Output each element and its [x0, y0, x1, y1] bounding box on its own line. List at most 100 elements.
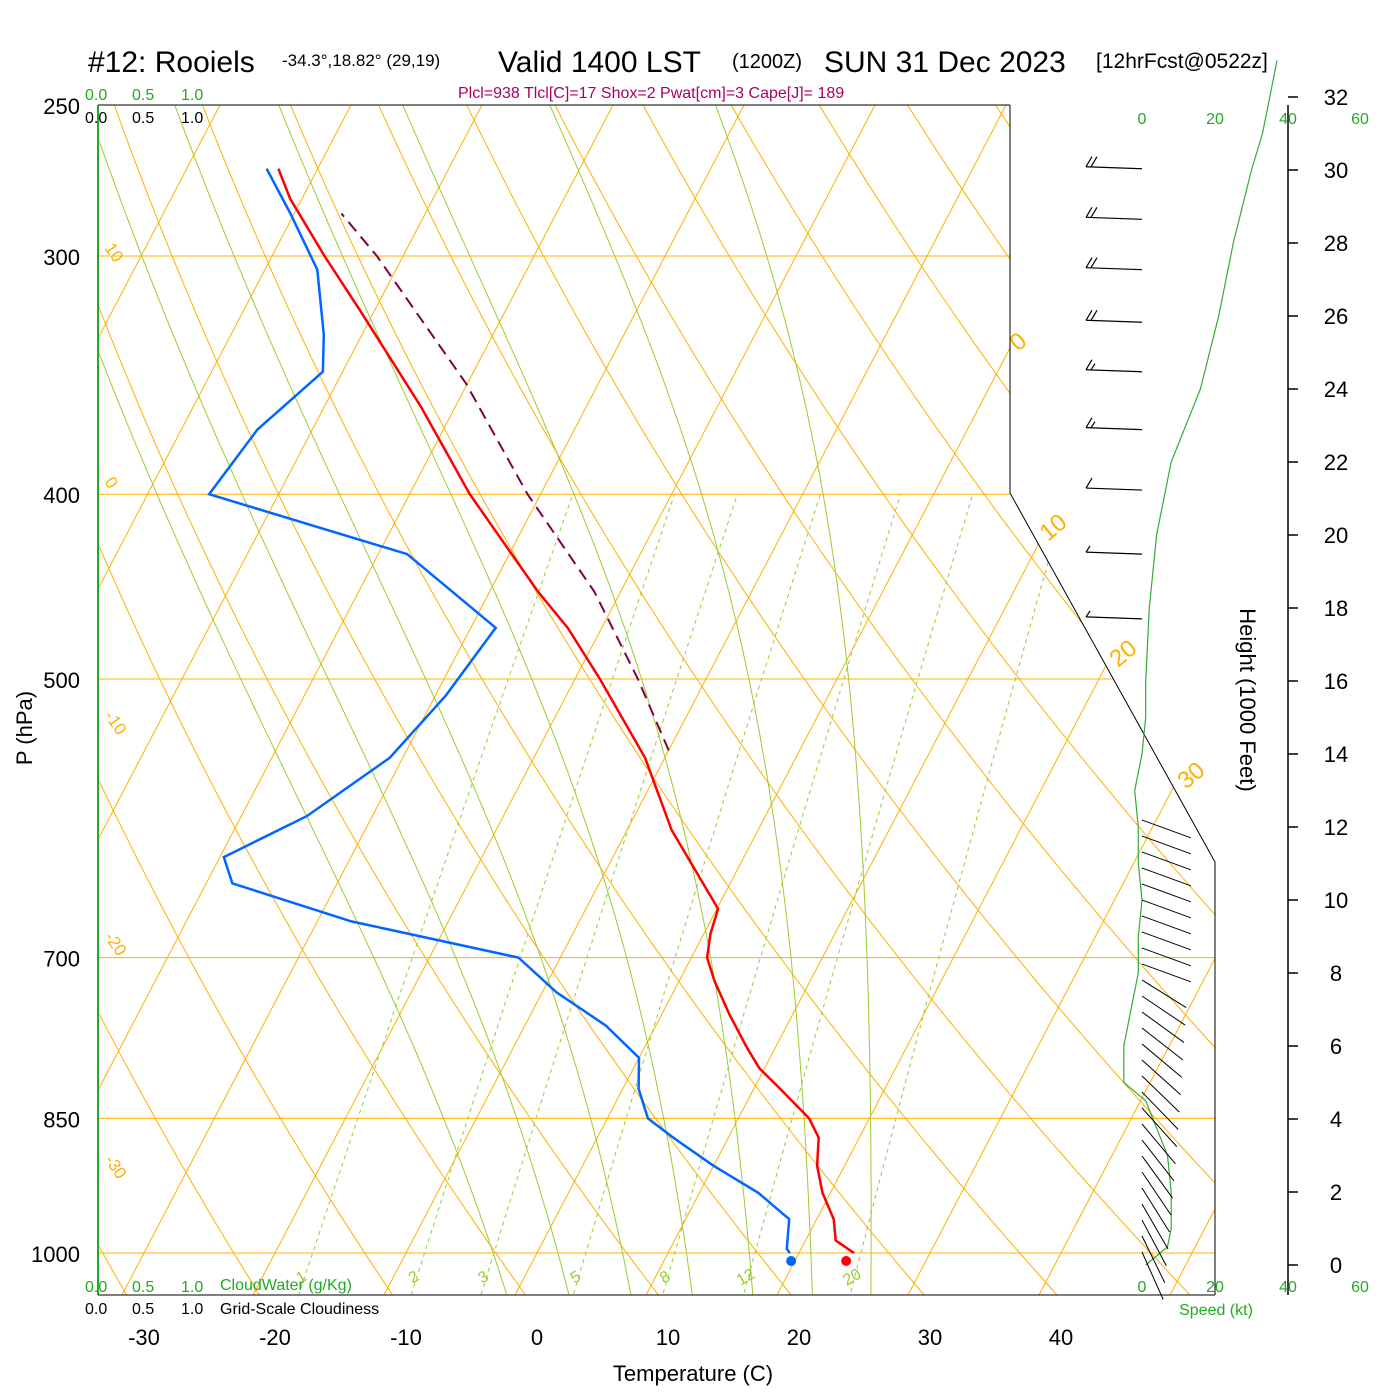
x-tick-label: -20: [259, 1325, 291, 1350]
height-tick-label: 22: [1324, 450, 1348, 475]
isotherm-line: [98, 105, 239, 1295]
y-tick-label: 1000: [31, 1242, 80, 1267]
valid-time: Valid 1400 LST: [498, 46, 701, 79]
cloud-water-scale-top: 0.0 0.5 1.0: [85, 87, 203, 104]
dry-adiabat-line: [276, 105, 1215, 1295]
x-tick-label: 10: [656, 1325, 680, 1350]
height-tick-label: 14: [1324, 742, 1348, 767]
height-tick-label: 30: [1324, 158, 1348, 183]
dry-adiabat-label: -30: [101, 1151, 131, 1182]
wind-barb-staff: [1141, 1027, 1184, 1061]
isotherm-line: [98, 105, 632, 1295]
cloudiness-tick: 0.0: [85, 1301, 107, 1318]
cloud-water-tick: 0.5: [132, 87, 154, 104]
dry-adiabat-label: 0: [101, 473, 122, 492]
thermo-background: [98, 105, 1215, 1295]
mixing-ratio-line: [240, 494, 574, 1295]
wind-barb-staff: [1141, 1235, 1166, 1283]
dry-adiabat-line: [885, 105, 1215, 1295]
mixing-ratio-label: 2: [406, 1268, 422, 1287]
height-tick-label: 0: [1330, 1253, 1342, 1278]
speed-tick: 60: [1351, 111, 1369, 128]
dry-adiabat-line: [98, 105, 517, 1295]
speed-scale-top: 0 20 40 60: [1138, 111, 1369, 128]
height-tick-label: 20: [1324, 523, 1348, 548]
wind-barb-feather: [1090, 363, 1096, 371]
speed-tick: 20: [1206, 111, 1224, 128]
temperature-profile-line: [277, 168, 855, 1255]
isotherm-line: [816, 105, 1215, 1295]
height-tick-label: 28: [1324, 231, 1348, 256]
height-tick-label: 16: [1324, 669, 1348, 694]
wind-barb-feather: [1085, 156, 1093, 168]
parcel-trace-line: [340, 212, 670, 751]
speed-axis-label: Speed (kt): [1179, 1302, 1253, 1319]
frame-right: [1009, 105, 1216, 1295]
height-tick-label: 2: [1330, 1180, 1342, 1205]
cloud-water-tick: 0.0: [85, 87, 107, 104]
dry-adiabat-line: [98, 105, 800, 1295]
dry-adiabat-label: 0: [1005, 327, 1033, 356]
height-tick-label: 10: [1324, 888, 1348, 913]
dewpoint-profile-line: [207, 168, 791, 1254]
y-tick-label: 300: [43, 245, 80, 270]
height-tick-label: 4: [1330, 1107, 1342, 1132]
height-axis-title: Height (1000 Feet): [1235, 608, 1260, 791]
height-tick-label: 26: [1324, 304, 1348, 329]
wind-barb-staff: [1085, 551, 1143, 555]
dry-adiabat-line: [798, 105, 1215, 1295]
isotherm-line: [1078, 105, 1215, 1295]
speed-tick: 0: [1138, 1279, 1147, 1296]
isotherm-line: [292, 105, 1025, 1295]
wind-barb-staff: [1141, 835, 1192, 855]
dry-adiabat-label: 10: [1035, 509, 1073, 547]
wind-barb-staff: [1141, 1059, 1181, 1096]
wind-barb-staff: [1141, 1171, 1172, 1216]
moist-adiabat-line: [161, 105, 660, 1295]
wind-barb-staff: [1141, 931, 1192, 951]
wind-barb-staff: [1085, 319, 1143, 323]
x-tick-label: -30: [128, 1325, 160, 1350]
speed-scale-bottom: 0 20 40 60 Speed (kt): [1138, 1279, 1369, 1319]
dry-adiabat-line: [363, 105, 1215, 1295]
wind-barb-staff: [1141, 1139, 1175, 1182]
dry-adiabat-line: [450, 105, 1215, 1295]
wind-barb-staff: [1141, 1187, 1170, 1233]
moist-adiabat-line: [98, 105, 608, 1295]
dry-adiabat-label: -10: [101, 707, 131, 738]
wind-barb-staff: [1141, 1107, 1178, 1147]
wind-barb-staff: [1085, 166, 1143, 170]
wind-barb-feather: [1085, 206, 1093, 218]
wind-barb-feather: [1090, 309, 1098, 321]
y-tick-label: 700: [43, 947, 80, 972]
mixing-ratio-label: 8: [657, 1268, 673, 1287]
height-tick-label: 18: [1324, 596, 1348, 621]
dry-adiabat-label: -20: [101, 928, 131, 959]
utc-time: (1200Z): [732, 51, 802, 73]
wind-barb-staff: [1141, 915, 1192, 935]
isotherm-line: [98, 105, 763, 1295]
wind-barb-feather: [1085, 257, 1093, 268]
wind-barb-staff: [1085, 616, 1143, 620]
cloudiness-tick: 1.0: [181, 1301, 203, 1318]
cloud-water-tick: 0.0: [85, 1279, 107, 1296]
cloudiness-tick: 0.5: [132, 110, 154, 127]
wind-barb-feather: [1090, 206, 1098, 218]
wind-speed-profile-line: [1123, 60, 1278, 1266]
wind-barb-staff: [1141, 947, 1192, 967]
height-tick-label: 8: [1330, 961, 1342, 986]
wind-barb-staff: [1141, 1155, 1173, 1199]
forecast-date: SUN 31 Dec 2023: [824, 46, 1066, 79]
dry-adiabat-line: [188, 105, 1082, 1295]
isotherm-line: [161, 105, 894, 1295]
cloud-water-tick: 1.0: [181, 1279, 203, 1296]
cloudiness-scale-top: 0.0 0.5 1.0: [85, 110, 203, 127]
wind-barb-staff: [1141, 1251, 1164, 1300]
wind-barb-feather: [1085, 545, 1091, 553]
height-tick-label: 24: [1324, 377, 1348, 402]
wind-barb-staff: [1085, 487, 1143, 491]
isotherm-line: [947, 105, 1215, 1295]
wind-barb-staff: [1085, 427, 1143, 431]
